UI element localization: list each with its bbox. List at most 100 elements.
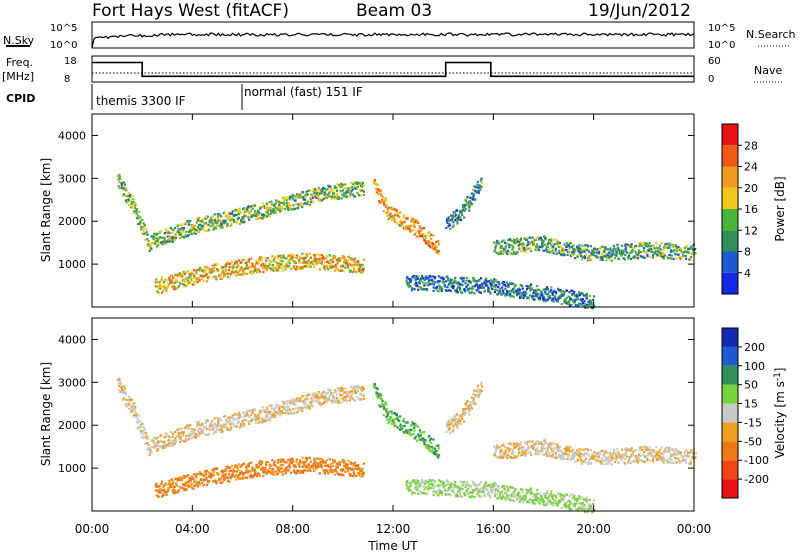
- velocity-point: [474, 403, 476, 405]
- power-point: [624, 254, 626, 256]
- velocity-point: [511, 453, 513, 455]
- power-point: [190, 281, 192, 283]
- power-point: [533, 298, 535, 300]
- power-point: [634, 255, 636, 257]
- power-point: [447, 278, 449, 280]
- power-point: [356, 188, 358, 190]
- velocity-point: [340, 401, 342, 403]
- velocity-point: [270, 417, 272, 419]
- velocity-point: [361, 468, 363, 470]
- velocity-point: [136, 412, 138, 414]
- power-point: [474, 199, 476, 201]
- power-point: [417, 276, 419, 278]
- power-point: [504, 288, 506, 290]
- power-point: [419, 225, 421, 227]
- velocity-point: [277, 459, 279, 461]
- power-point: [437, 252, 439, 254]
- velocity-point: [216, 467, 218, 469]
- velocity-point: [154, 447, 156, 449]
- power-point: [456, 222, 458, 224]
- nave-tick-60: 60: [708, 56, 721, 67]
- power-point: [377, 184, 379, 186]
- power-point: [433, 283, 435, 285]
- power-point: [451, 219, 453, 221]
- velocity-point: [312, 405, 314, 407]
- power-point: [587, 245, 589, 247]
- power-point: [685, 255, 687, 257]
- power-point: [554, 243, 556, 245]
- velocity-point: [614, 461, 616, 463]
- velocity-point: [295, 461, 297, 463]
- cpid-mode-normal: normal (fast) 151 IF: [244, 85, 363, 99]
- power-point: [506, 291, 508, 293]
- velocity-point: [344, 471, 346, 473]
- power-point: [308, 202, 310, 204]
- power-point: [283, 202, 285, 204]
- power-point: [543, 296, 545, 298]
- power-point: [346, 196, 348, 198]
- velocity-point: [157, 440, 159, 442]
- velocity-point: [580, 459, 582, 461]
- velocity-point: [548, 452, 550, 454]
- power-point: [175, 279, 177, 281]
- velocity-point: [185, 435, 187, 437]
- power-point: [507, 250, 509, 252]
- power-point: [168, 235, 170, 237]
- power-point: [578, 291, 580, 293]
- power-point: [332, 188, 334, 190]
- velocity-point: [578, 455, 580, 457]
- velocity-point: [498, 446, 500, 448]
- velocity-point: [238, 412, 240, 414]
- velocity-point: [320, 465, 322, 467]
- velocity-point: [149, 454, 151, 456]
- power-point: [437, 290, 439, 292]
- power-point: [515, 284, 517, 286]
- velocity-point: [269, 411, 271, 413]
- power-point: [267, 257, 269, 259]
- power-point: [580, 249, 582, 251]
- power-point: [280, 260, 282, 262]
- velocity-point: [601, 450, 603, 452]
- noise-panel-frame: [92, 22, 694, 48]
- velocity-point: [618, 462, 620, 464]
- power-point: [552, 292, 554, 294]
- velocity-point: [542, 449, 544, 451]
- power-point: [572, 245, 574, 247]
- power-point: [489, 293, 491, 295]
- velocity-point: [218, 423, 220, 425]
- power-point: [435, 241, 437, 243]
- velocity-point: [612, 456, 614, 458]
- velocity-point: [165, 484, 167, 486]
- power-point: [174, 286, 176, 288]
- power-point: [590, 245, 592, 247]
- velocity-point: [124, 387, 126, 389]
- power-point: [668, 254, 670, 256]
- power-point: [433, 290, 435, 292]
- velocity-point: [152, 442, 154, 444]
- power-point: [401, 224, 403, 226]
- power-point: [323, 258, 325, 260]
- velocity-point: [399, 415, 401, 417]
- velocity-point: [637, 461, 639, 463]
- power-point: [266, 205, 268, 207]
- power-point: [265, 260, 267, 262]
- power-point: [249, 267, 251, 269]
- velocity-point: [616, 455, 618, 457]
- power-point: [640, 251, 642, 253]
- power-point: [222, 270, 224, 272]
- power-point: [270, 201, 272, 203]
- power-point: [509, 293, 511, 295]
- power-point: [434, 281, 436, 283]
- power-point: [261, 257, 263, 259]
- power-point: [363, 268, 365, 270]
- velocity-point: [264, 467, 266, 469]
- power-point: [503, 292, 505, 294]
- power-point: [255, 218, 257, 220]
- power-point: [529, 294, 531, 296]
- power-point: [446, 290, 448, 292]
- velocity-point: [175, 483, 177, 485]
- power-point: [363, 194, 365, 196]
- power-point: [225, 221, 227, 223]
- velocity-point: [299, 459, 301, 461]
- power-point: [688, 251, 690, 253]
